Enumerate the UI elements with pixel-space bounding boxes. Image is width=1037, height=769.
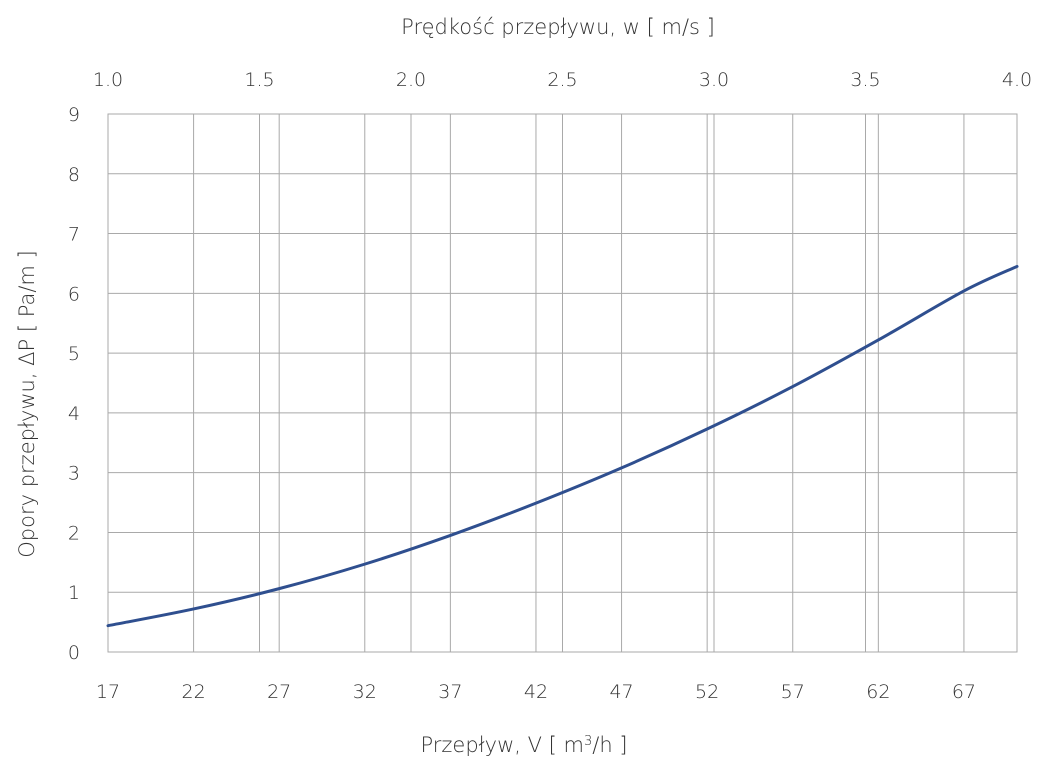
x-tick-label: 22	[181, 681, 205, 703]
x-tick-label: 47	[609, 681, 633, 703]
y-tick-label: 9	[68, 104, 80, 126]
x-tick-label: 57	[781, 681, 805, 703]
x2-tick-label: 3.0	[699, 69, 729, 91]
x-tick-label: 32	[353, 681, 377, 703]
x2-tick-label: 1.5	[244, 69, 274, 91]
x-tick-label: 37	[438, 681, 462, 703]
x-tick-label: 27	[267, 681, 291, 703]
y-tick-label: 5	[68, 343, 80, 365]
y-tick-label: 4	[68, 403, 80, 425]
x2-tick-label: 3.5	[850, 69, 880, 91]
y-tick-label: 6	[68, 283, 80, 305]
y-tick-label: 8	[68, 164, 80, 186]
x2-tick-label: 2.0	[396, 69, 426, 91]
x-tick-label: 62	[866, 681, 890, 703]
y-tick-label: 7	[68, 224, 80, 246]
y-tick-label: 0	[68, 642, 80, 664]
x-axis-title-sup: 3	[584, 734, 592, 749]
y-tick-label: 3	[68, 463, 80, 485]
y-axis-title: Opory przepływu, ΔP [ Pa/m ]	[15, 250, 39, 557]
x-axis-title-tail: /h ]	[592, 733, 627, 757]
x-tick-label: 52	[695, 681, 719, 703]
x2-tick-label: 4.0	[1002, 69, 1032, 91]
y-tick-label: 1	[68, 582, 80, 604]
grid	[107, 113, 1018, 653]
series-layer	[106, 264, 1019, 628]
x2-axis-title: Prędkość przepływu, w [ m/s ]	[401, 15, 715, 39]
x2-tick-label: 2.5	[547, 69, 577, 91]
y-axis-ticks: 0 1 2 3 4 5 6 7 8 9	[68, 104, 80, 664]
x-axis-title: Przepływ, V [ m3/h ]	[420, 733, 627, 757]
y-tick-label: 2	[68, 522, 80, 544]
x2-tick-label: 1.0	[93, 69, 123, 91]
x-tick-label: 17	[96, 681, 120, 703]
x-axis-ticks: 17 22 27 32 37 42 47 52 57 62 67	[96, 681, 976, 703]
x2-axis-ticks: 1.0 1.5 2.0 2.5 3.0 3.5 4.0	[93, 69, 1032, 91]
x-axis-title-main: Przepływ, V [ m	[420, 733, 584, 757]
plot-frame	[107, 113, 1018, 653]
series-line	[106, 264, 1019, 628]
x-tick-label: 42	[524, 681, 548, 703]
x-tick-label: 67	[952, 681, 976, 703]
